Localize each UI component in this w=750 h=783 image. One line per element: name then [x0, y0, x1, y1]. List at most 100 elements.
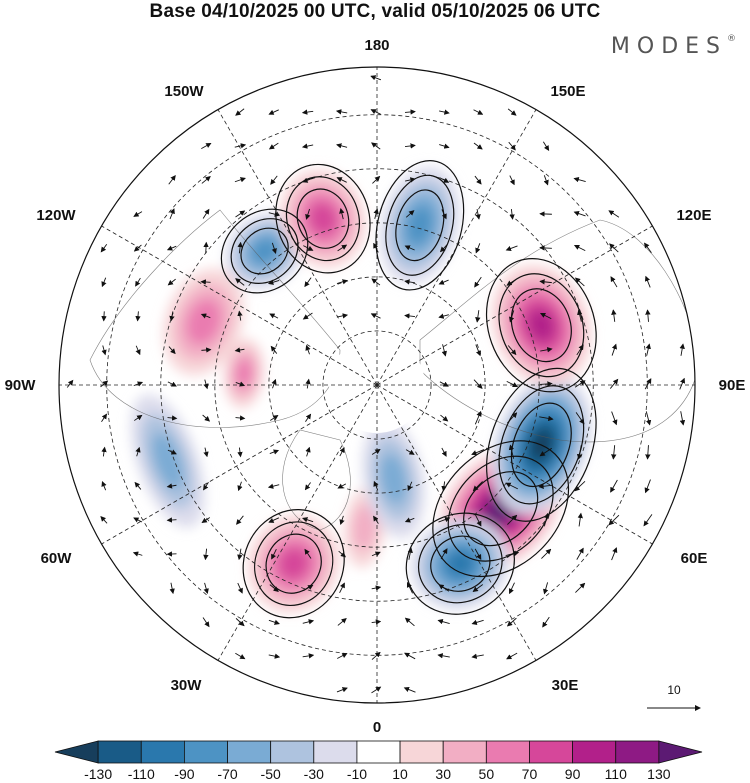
brand-logo: MODES® — [611, 34, 736, 59]
wind-vector — [439, 109, 450, 115]
wind-vector — [336, 279, 348, 285]
colorbar-extend-low — [54, 740, 99, 764]
wind-vector — [577, 512, 583, 527]
wind-vector — [301, 143, 314, 149]
wind-vector — [133, 244, 142, 252]
wind-vector — [576, 344, 584, 356]
colorbar-box — [615, 740, 660, 764]
wind-vector — [407, 547, 413, 560]
wind-vector — [473, 109, 484, 115]
wind-vector — [302, 653, 315, 659]
wind-vector — [305, 208, 311, 220]
wind-vector — [407, 481, 413, 492]
wind-vector — [202, 414, 211, 422]
wind-vector — [438, 516, 451, 523]
wind-vector — [679, 411, 686, 426]
wind-vector — [203, 582, 209, 595]
wind-vector — [167, 381, 177, 387]
wind-vector — [542, 141, 550, 151]
wind-vector — [371, 619, 382, 625]
anomaly-band — [308, 202, 338, 236]
wind-vector — [166, 483, 177, 489]
colorbar-box — [227, 740, 272, 764]
colorbar-box — [97, 740, 142, 764]
colorbar-tick-label: -70 — [217, 766, 237, 782]
wind-vector — [235, 210, 246, 218]
wind-vector — [371, 686, 382, 694]
wind-vector — [202, 617, 210, 628]
wind-vector — [203, 379, 209, 390]
wind-vector — [475, 344, 482, 357]
streamline-7-3 — [375, 160, 465, 291]
wind-vector — [268, 211, 281, 217]
wind-vector — [133, 517, 143, 523]
wind-vector — [371, 585, 382, 591]
wind-vector — [471, 653, 484, 659]
wind-vector — [135, 446, 141, 457]
wind-vector — [268, 517, 280, 523]
wind-vector — [203, 548, 209, 561]
wind-vector — [474, 513, 482, 527]
wind-vector — [236, 515, 244, 525]
colorbar-box — [356, 740, 401, 764]
wind-vector — [542, 616, 550, 628]
latitude-circle-3 — [160, 168, 594, 602]
wind-vector — [437, 619, 450, 625]
wind-vector — [66, 379, 74, 388]
wind-vector — [100, 380, 109, 388]
wind-vector — [472, 584, 484, 592]
wind-vector — [543, 175, 549, 186]
wind-vector — [406, 581, 413, 594]
wind-vector — [475, 209, 481, 220]
wind-vector — [373, 208, 379, 219]
anomaly-band — [186, 299, 221, 345]
wind-vector — [440, 548, 448, 560]
wind-vector — [200, 279, 211, 285]
wind-vector — [539, 312, 552, 320]
wind-vector — [101, 345, 107, 356]
lon-label-120w: 120W — [36, 207, 76, 224]
wind-vector — [133, 381, 144, 387]
colorbar-box — [442, 740, 487, 764]
wind-vector — [302, 312, 313, 320]
wind-vector — [441, 344, 447, 357]
wind-vector — [506, 380, 519, 388]
wind-vector — [404, 617, 415, 627]
wind-vector — [538, 483, 553, 489]
wind-vector — [507, 108, 517, 116]
wind-vector — [132, 551, 143, 557]
wind-vector — [271, 378, 277, 389]
colorbar-ticks: -130 -110 -90 -70 -50 -30 -10 10 30 50 70 90 110 130 — [84, 766, 671, 782]
wind-vector — [371, 651, 381, 660]
wind-vector — [235, 618, 245, 627]
wind-vector — [611, 309, 617, 322]
wind-vector — [474, 175, 482, 185]
wind-vector — [539, 447, 553, 457]
streamline-7-1 — [395, 189, 445, 262]
wind-vector — [302, 177, 314, 183]
wind-vector — [471, 449, 485, 456]
streamline-7-2 — [385, 174, 455, 276]
wind-vector — [610, 479, 618, 493]
wind-vector — [336, 687, 348, 693]
lon-label-60w: 60W — [41, 550, 73, 567]
map-boundary — [58, 66, 696, 704]
lon-label-60e: 60E — [681, 550, 708, 567]
meridian-120 — [376, 225, 653, 386]
wind-vector — [268, 619, 280, 625]
wind-vector — [269, 584, 279, 592]
wind-vector — [235, 415, 246, 421]
wind-vector — [201, 347, 212, 353]
wind-vector — [335, 109, 348, 115]
wind-vector — [235, 108, 245, 116]
wind-vector — [439, 244, 448, 253]
wind-vector — [577, 309, 583, 322]
wind-vector — [611, 445, 617, 460]
wind-vector — [508, 141, 516, 151]
wind-vector — [203, 447, 209, 458]
streamline-2-3 — [485, 257, 597, 393]
wind-vector — [643, 514, 653, 527]
wind-vector — [370, 109, 381, 115]
wind-vector — [611, 547, 618, 561]
